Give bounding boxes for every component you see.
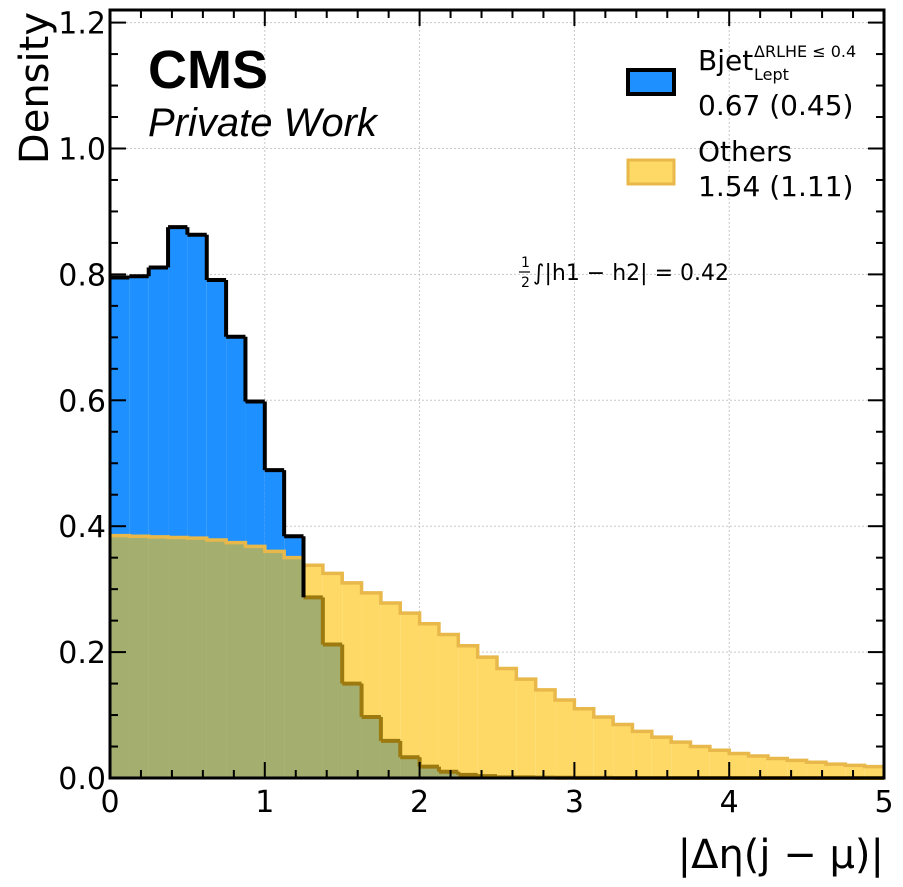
overlap-bar xyxy=(168,537,188,778)
legend: Bjet ΔRLHE ≤ 0.4 Lept 0.67 (0.45) Others… xyxy=(626,42,856,203)
annotation-frac-num: 1 xyxy=(521,255,530,271)
overlap-bar xyxy=(187,538,207,778)
legend-swatch-bjet xyxy=(626,68,676,96)
overlap-annotation: 1 2 ∫|h1 − h2| = 0.42 xyxy=(519,255,729,291)
others-bar xyxy=(767,758,788,778)
x-tick-label: 3 xyxy=(565,785,584,820)
others-bar xyxy=(458,645,478,778)
others-bar xyxy=(671,742,691,778)
overlap-bar xyxy=(110,535,130,778)
y-tick-label: 0.4 xyxy=(58,510,106,545)
overlap-bar xyxy=(438,771,459,778)
y-tick-label: 0.0 xyxy=(58,762,106,797)
y-tick-labels: 0.0 0.2 0.4 0.6 0.8 1.0 1.2 xyxy=(58,7,106,797)
others-bar xyxy=(419,623,439,778)
others-bar xyxy=(555,699,575,778)
overlap-bar xyxy=(361,716,381,778)
overlap-bar xyxy=(303,597,323,778)
others-bar xyxy=(825,764,846,778)
legend-sub-bjet: Lept xyxy=(754,65,789,84)
others-bar xyxy=(864,766,884,778)
others-bar xyxy=(516,679,536,778)
others-bar xyxy=(380,602,401,778)
others-bar xyxy=(477,657,497,778)
others-bar xyxy=(574,708,594,778)
others-bar xyxy=(535,689,556,778)
legend-value-bjet: 0.67 (0.45) xyxy=(698,89,853,122)
plot-frame xyxy=(108,8,886,780)
annotation-text: ∫|h1 − h2| = 0.42 xyxy=(533,261,729,286)
x-tick-label: 2 xyxy=(410,785,429,820)
x-tick-label: 5 xyxy=(874,785,893,820)
overlap-bar xyxy=(419,766,439,778)
overlap-bar xyxy=(284,557,304,778)
legend-sup-bjet: ΔRLHE ≤ 0.4 xyxy=(754,42,856,61)
others-bar xyxy=(709,750,730,778)
overlap-bar xyxy=(400,757,420,778)
others-bar xyxy=(497,668,517,778)
overlap-bar xyxy=(380,740,401,778)
x-tick-label: 0 xyxy=(100,785,119,820)
histogram-bars xyxy=(110,225,884,780)
cms-label: CMS xyxy=(148,40,268,100)
y-tick-label: 0.8 xyxy=(58,258,106,293)
x-tick-label: 1 xyxy=(255,785,274,820)
y-axis-title: Density xyxy=(12,12,58,164)
others-bar xyxy=(690,746,710,778)
x-tick-label: 4 xyxy=(720,785,739,820)
y-tick-label: 1.0 xyxy=(58,132,106,167)
others-bar xyxy=(593,716,614,778)
overlap-bar xyxy=(206,540,227,778)
annotation-frac-den: 2 xyxy=(521,275,530,291)
x-tick-labels: 0 1 2 3 4 5 xyxy=(100,785,893,820)
others-bar xyxy=(613,724,633,778)
y-tick-label: 0.6 xyxy=(58,384,106,419)
overlap-bar xyxy=(226,542,246,778)
overlap-bar xyxy=(342,683,362,778)
private-work-label: Private Work xyxy=(148,101,379,145)
legend-swatch-others xyxy=(626,158,676,186)
others-outline xyxy=(110,533,884,769)
others-bar xyxy=(651,737,672,778)
overlap-bar xyxy=(264,551,285,778)
legend-label-others: Others xyxy=(698,135,792,168)
others-bar xyxy=(400,613,420,778)
y-tick-label: 0.2 xyxy=(58,636,106,671)
legend-value-others: 1.54 (1.11) xyxy=(698,170,853,203)
overlap-bar xyxy=(245,546,265,778)
overlap-bar xyxy=(322,644,343,778)
others-bar xyxy=(748,755,768,778)
others-bar xyxy=(632,731,652,778)
legend-label-bjet: Bjet xyxy=(698,44,753,77)
x-axis-title: |Δη(j − μ)| xyxy=(678,832,884,878)
others-bar xyxy=(729,753,749,778)
overlap-bar xyxy=(148,536,169,778)
y-tick-label: 1.2 xyxy=(58,7,106,42)
overlap-bar xyxy=(129,536,149,778)
others-bar xyxy=(438,634,459,778)
others-bar xyxy=(845,765,865,778)
